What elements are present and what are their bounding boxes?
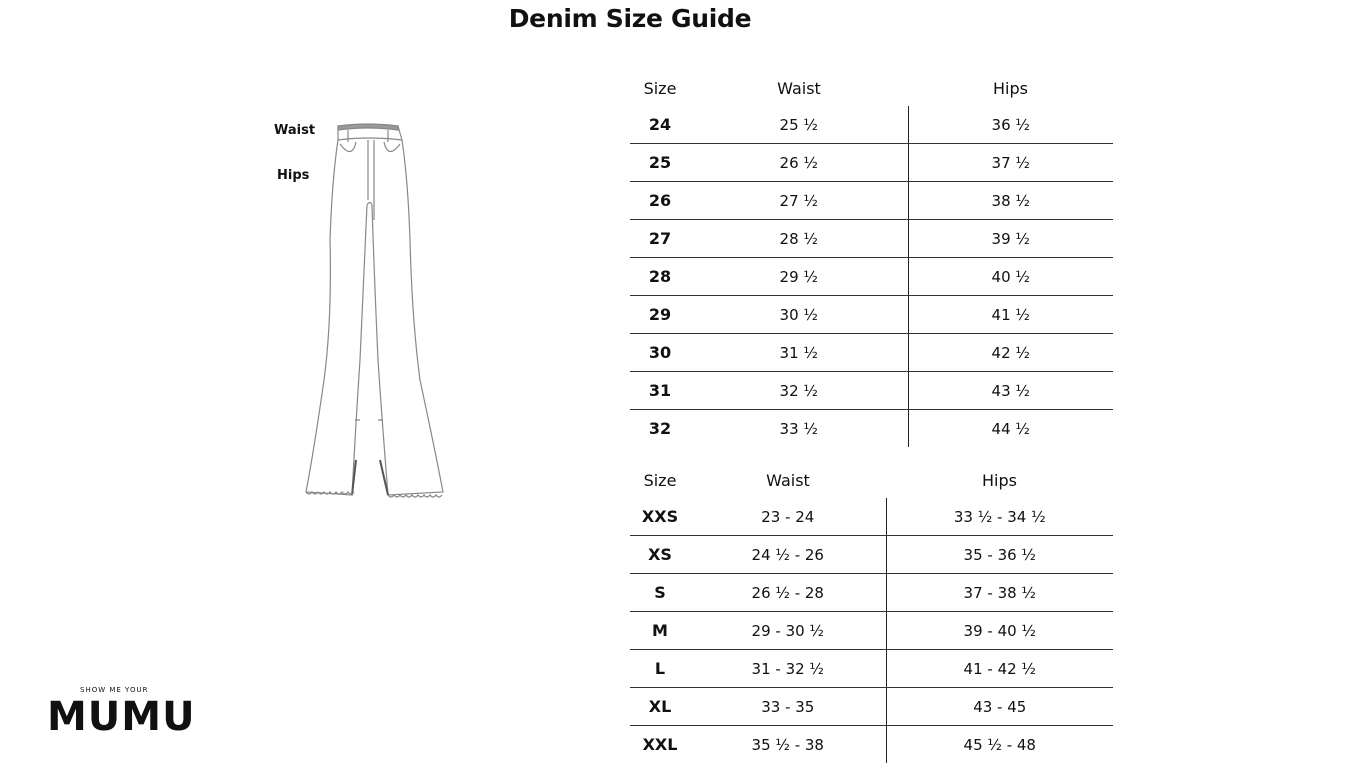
cell-size: XXL <box>642 735 678 754</box>
cell-size: 25 <box>630 143 690 182</box>
cell-hips: 43 - 45 <box>886 687 1113 726</box>
table-row: 30 31 ½ 42 ½ <box>630 333 1113 372</box>
table-header: Size Waist Hips <box>630 462 1113 498</box>
cell-waist: 31 - 32 ½ <box>690 649 887 688</box>
hips-label: Hips <box>277 168 310 183</box>
cell-waist: 32 ½ <box>690 371 909 410</box>
cell-waist: 29 - 30 ½ <box>690 611 887 650</box>
cell-waist: 35 ½ - 38 <box>690 725 887 763</box>
cell-hips: 35 - 36 ½ <box>886 535 1113 574</box>
table-row: XXS 23 - 24 33 ½ - 34 ½ <box>630 498 1113 536</box>
cell-waist: 26 ½ <box>690 143 909 182</box>
letter-size-table: Size Waist Hips XXS 23 - 24 33 ½ - 34 ½ XS 2… <box>630 462 1113 763</box>
cell-hips: 39 - 40 ½ <box>886 611 1113 650</box>
cell-size: XXS <box>630 498 690 536</box>
cell-waist: 27 ½ <box>690 181 909 220</box>
table-row: XS 24 ½ - 26 35 - 36 ½ <box>630 535 1113 574</box>
header-size: Size <box>643 470 677 490</box>
cell-hips: 37 - 38 ½ <box>886 573 1113 612</box>
cell-waist: 33 ½ <box>690 409 909 447</box>
table-row: XXL 35 ½ - 38 45 ½ - 48 <box>630 725 1113 763</box>
cell-size: L <box>630 649 690 688</box>
header-waist: Waist <box>777 78 821 98</box>
cell-waist: 25 ½ <box>690 106 909 144</box>
cell-hips: 42 ½ <box>908 333 1113 372</box>
cell-hips: 39 ½ <box>908 219 1113 258</box>
table-row: XL 33 - 35 43 - 45 <box>630 687 1113 726</box>
cell-hips: 45 ½ - 48 <box>963 735 1036 754</box>
cell-size: 30 <box>630 333 690 372</box>
cell-size: 32 <box>648 419 672 438</box>
table-row: 28 29 ½ 40 ½ <box>630 257 1113 296</box>
cell-hips: 44 ½ <box>991 419 1030 438</box>
cell-waist: 30 ½ <box>690 295 909 334</box>
cell-waist: 26 ½ - 28 <box>690 573 887 612</box>
header-hips: Hips <box>993 78 1028 98</box>
cell-hips: 41 - 42 ½ <box>886 649 1113 688</box>
table-row: 32 33 ½ 44 ½ <box>630 409 1113 447</box>
header-size: Size <box>643 78 677 98</box>
table-row: S 26 ½ - 28 37 - 38 ½ <box>630 573 1113 612</box>
table-row: 31 32 ½ 43 ½ <box>630 371 1113 410</box>
cell-size: 27 <box>630 219 690 258</box>
cell-waist: 24 ½ - 26 <box>690 535 887 574</box>
page-title: Denim Size Guide <box>508 4 752 33</box>
cell-hips: 36 ½ <box>908 106 1113 144</box>
cell-size: M <box>630 611 690 650</box>
table-header: Size Waist Hips <box>630 70 1113 106</box>
cell-size: XS <box>630 535 690 574</box>
table-row: 26 27 ½ 38 ½ <box>630 181 1113 220</box>
table-row: 25 26 ½ 37 ½ <box>630 143 1113 182</box>
flare-jeans-illustration-icon <box>305 123 444 498</box>
cell-hips: 38 ½ <box>908 181 1113 220</box>
cell-size: S <box>630 573 690 612</box>
cell-hips: 33 ½ - 34 ½ <box>886 498 1113 536</box>
cell-waist: 33 - 35 <box>690 687 887 726</box>
table-row: 27 28 ½ 39 ½ <box>630 219 1113 258</box>
logo-tagline: SHOW ME YOUR <box>80 686 149 694</box>
cell-size: 24 <box>630 106 690 144</box>
cell-size: XL <box>630 687 690 726</box>
cell-size: 28 <box>630 257 690 296</box>
header-hips: Hips <box>982 470 1017 490</box>
cell-hips: 43 ½ <box>908 371 1113 410</box>
cell-waist: 23 - 24 <box>690 498 887 536</box>
table-row: M 29 - 30 ½ 39 - 40 ½ <box>630 611 1113 650</box>
cell-hips: 41 ½ <box>908 295 1113 334</box>
table-row: 24 25 ½ 36 ½ <box>630 106 1113 144</box>
table-row: 29 30 ½ 41 ½ <box>630 295 1113 334</box>
cell-hips: 40 ½ <box>908 257 1113 296</box>
cell-waist: 28 ½ <box>690 219 909 258</box>
brand-logo: MUMU <box>47 694 196 740</box>
cell-waist: 29 ½ <box>690 257 909 296</box>
cell-hips: 37 ½ <box>908 143 1113 182</box>
waist-label: Waist <box>274 123 316 138</box>
header-waist: Waist <box>766 470 810 490</box>
numeric-size-table: Size Waist Hips 24 25 ½ 36 ½ 25 26 ½ 37 ½ 26 27… <box>630 70 1113 447</box>
cell-waist: 31 ½ <box>690 333 909 372</box>
cell-size: 31 <box>630 371 690 410</box>
table-row: L 31 - 32 ½ 41 - 42 ½ <box>630 649 1113 688</box>
cell-size: 29 <box>630 295 690 334</box>
cell-size: 26 <box>630 181 690 220</box>
